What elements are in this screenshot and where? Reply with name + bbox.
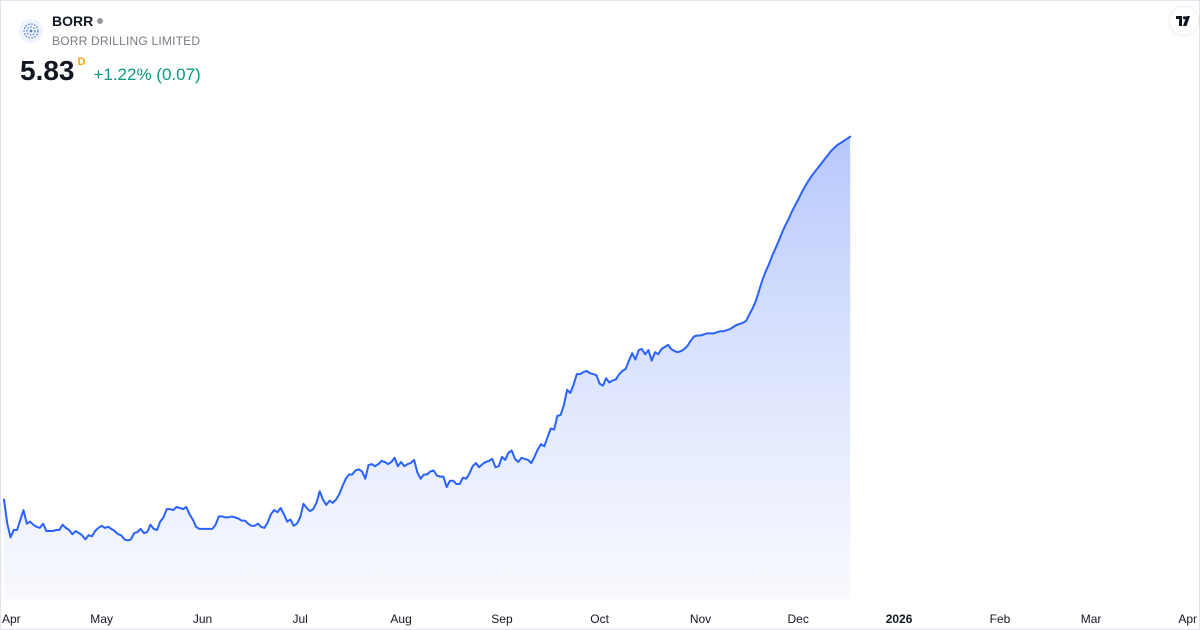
price-change: +1.22% (0.07): [93, 65, 201, 84]
x-tick-label: Dec: [787, 612, 808, 626]
x-tick-label: Aug: [390, 612, 411, 626]
last-price: 5.83: [20, 55, 75, 86]
x-tick-label: Jun: [193, 612, 212, 626]
x-tick-label: Apr: [1178, 612, 1197, 626]
price-row: 5.83 D +1.22% (0.07): [20, 53, 201, 89]
x-tick-label: Jul: [293, 612, 308, 626]
x-tick-label: Oct: [590, 612, 609, 626]
x-tick-label: Mar: [1081, 612, 1102, 626]
x-tick-label: 2026: [886, 612, 913, 626]
x-tick-label: Sep: [491, 612, 513, 626]
x-tick-label: Nov: [690, 612, 711, 626]
interval-badge: D: [77, 56, 86, 68]
x-tick-label: May: [90, 612, 113, 626]
tradingview-logo-icon[interactable]: [1170, 7, 1198, 35]
market-status-dot: [97, 18, 104, 24]
x-tick-label: Feb: [990, 612, 1011, 626]
ticker-symbol[interactable]: BORR: [52, 13, 94, 29]
x-tick-label: Apr: [2, 612, 21, 626]
ticker-row: BORR: [52, 13, 104, 29]
price-line-series-0[interactable]: [3, 135, 852, 542]
company-name: BORR DRILLING LIMITED: [52, 34, 201, 48]
price-area-fill: [4, 136, 851, 599]
borr-logo-icon: [19, 19, 43, 43]
